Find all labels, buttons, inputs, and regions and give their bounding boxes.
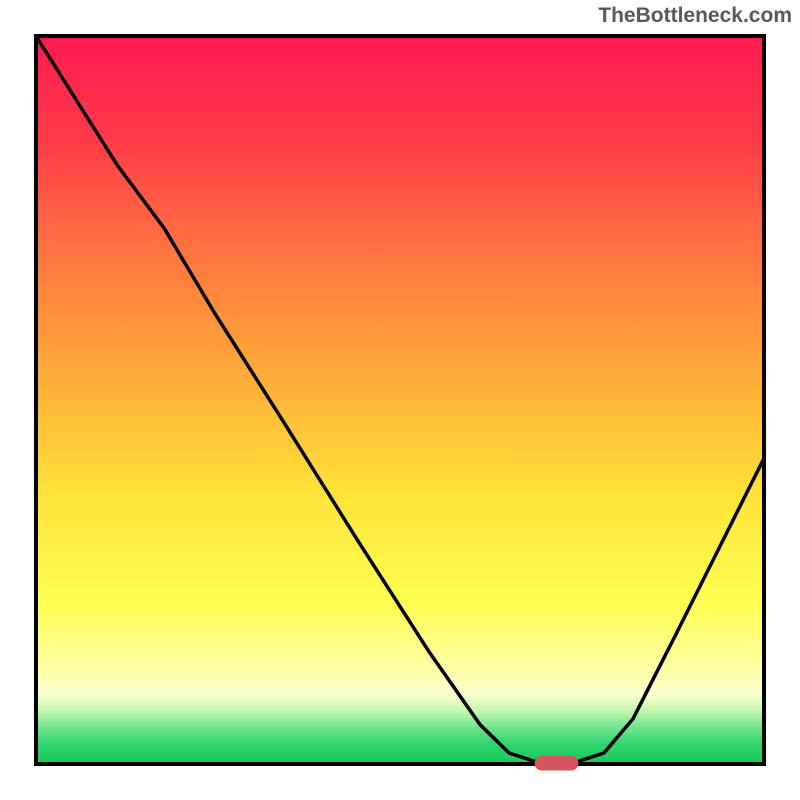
- chart-container: TheBottleneck.com: [0, 0, 800, 800]
- plot-gradient-background: [36, 36, 764, 764]
- chart-svg: [0, 0, 800, 800]
- optimum-marker: [535, 756, 579, 771]
- attribution-text: TheBottleneck.com: [598, 4, 792, 28]
